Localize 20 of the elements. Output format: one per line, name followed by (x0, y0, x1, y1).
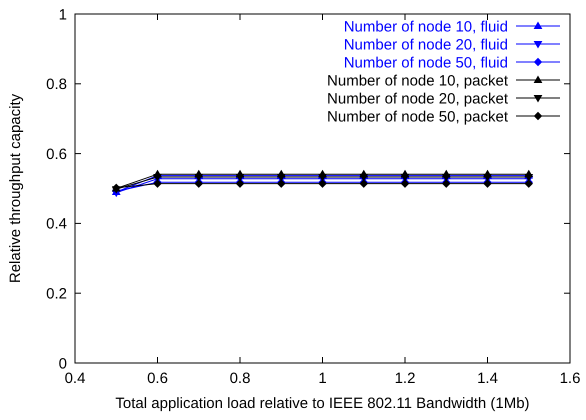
x-tick-label: 1 (318, 370, 327, 387)
x-tick-label: 1.2 (394, 370, 416, 387)
x-tick-label: 1.4 (477, 370, 498, 387)
legend-label: Number of node 20, packet (327, 90, 509, 108)
legend-label: Number of node 50, packet (327, 108, 509, 126)
y-tick-label: 0.8 (46, 76, 67, 94)
y-tick-label: 0.2 (46, 285, 67, 302)
y-tick-label: 0.6 (46, 146, 67, 163)
y-axis-title: Relative throughput capacity (7, 93, 24, 284)
x-tick-label: 1.6 (560, 370, 580, 387)
legend-label: Number of node 50, fluid (344, 54, 508, 72)
legend-label: Number of node 20, fluid (344, 36, 508, 54)
x-tick-label: 0.6 (147, 370, 168, 387)
legend-label: Number of node 10, packet (327, 72, 509, 90)
y-tick-label: 0 (58, 355, 67, 372)
y-tick-label: 0.4 (46, 216, 67, 233)
legend-label: Number of node 10, fluid (344, 18, 508, 36)
x-tick-label: 0.8 (230, 370, 250, 387)
y-tick-label: 1 (58, 6, 67, 24)
x-axis-title: Total application load relative to IEEE 802.11 Bandwidth (1Mb) (115, 395, 530, 412)
